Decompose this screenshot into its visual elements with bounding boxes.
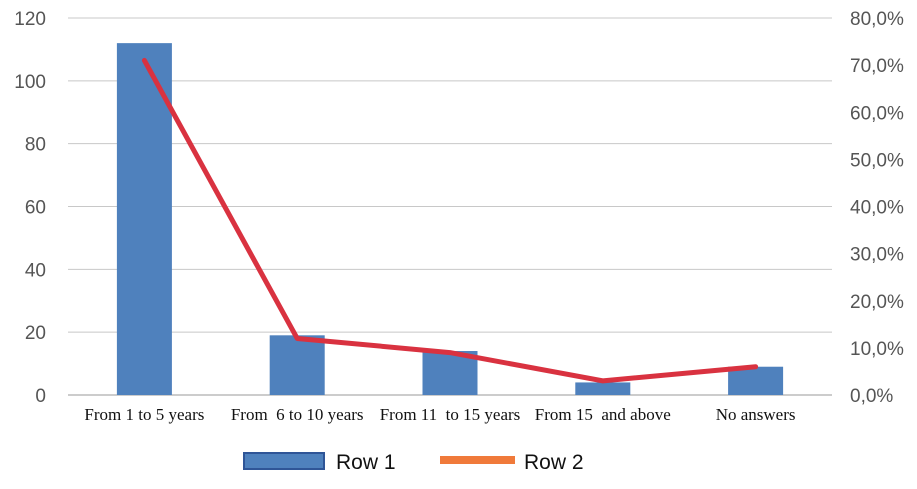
bar bbox=[575, 382, 630, 395]
right-axis-tick-label: 80,0% bbox=[850, 9, 904, 30]
right-axis-tick-label: 0,0% bbox=[850, 386, 893, 407]
bar-series-row-1 bbox=[117, 43, 783, 395]
legend-item-row-1: Row 1 bbox=[244, 451, 396, 474]
right-axis-tick-label: 10,0% bbox=[850, 339, 904, 360]
left-axis-tick-label: 80 bbox=[25, 135, 46, 156]
bar bbox=[270, 335, 325, 395]
left-y-axis: 0 20 40 60 80 100 120 bbox=[14, 9, 46, 407]
left-axis-tick-label: 0 bbox=[35, 386, 46, 407]
left-axis-tick-label: 100 bbox=[14, 72, 46, 93]
right-y-axis: 0,0% 10,0% 20,0% 30,0% 40,0% 50,0% 60,0% 70,0% 8… bbox=[850, 9, 904, 407]
left-axis-tick-label: 60 bbox=[25, 198, 46, 219]
category-label: From 15 and above bbox=[535, 405, 671, 424]
line-path bbox=[144, 60, 755, 380]
category-label: From 6 to 10 years bbox=[231, 405, 364, 424]
right-axis-tick-label: 40,0% bbox=[850, 198, 904, 219]
left-axis-tick-label: 20 bbox=[25, 323, 46, 344]
right-axis-tick-label: 20,0% bbox=[850, 292, 904, 313]
right-axis-tick-label: 60,0% bbox=[850, 103, 904, 124]
right-axis-tick-label: 70,0% bbox=[850, 56, 904, 77]
legend-swatch-line bbox=[440, 456, 515, 464]
legend-swatch-bar bbox=[244, 453, 324, 469]
category-label: From 1 to 5 years bbox=[84, 405, 204, 424]
legend: Row 1 Row 2 bbox=[244, 451, 584, 474]
right-axis-tick-label: 50,0% bbox=[850, 150, 904, 171]
legend-label: Row 2 bbox=[524, 451, 584, 474]
legend-item-row-2: Row 2 bbox=[440, 451, 584, 474]
left-axis-tick-label: 40 bbox=[25, 260, 46, 281]
left-axis-tick-label: 120 bbox=[14, 9, 46, 30]
legend-label: Row 1 bbox=[336, 451, 396, 474]
category-label: From 11 to 15 years bbox=[380, 405, 521, 424]
x-axis: From 1 to 5 years From 6 to 10 years From … bbox=[84, 405, 795, 424]
gridlines bbox=[68, 18, 832, 395]
category-label: No answers bbox=[716, 405, 796, 424]
line-series-row-2 bbox=[144, 60, 755, 380]
right-axis-tick-label: 30,0% bbox=[850, 245, 904, 266]
